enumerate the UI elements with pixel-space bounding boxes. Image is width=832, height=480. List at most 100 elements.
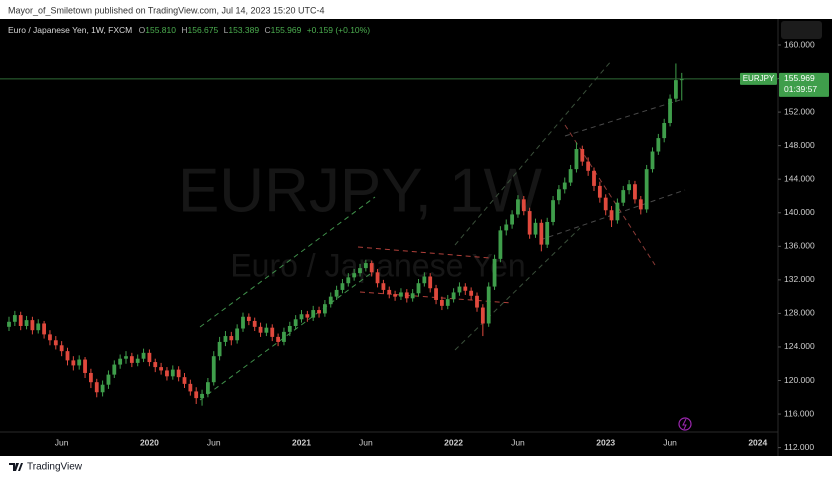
candle-body: [293, 319, 298, 326]
x-tick-label: Jun: [511, 437, 525, 447]
candle-body: [258, 326, 263, 333]
alert-icon[interactable]: [678, 417, 692, 431]
candle-body: [516, 199, 520, 215]
ohlc-key: L: [224, 25, 229, 35]
candle-body: [545, 221, 550, 245]
candle-body: [399, 292, 403, 297]
candle-body: [311, 310, 316, 318]
candle-body: [305, 314, 310, 318]
axis-button[interactable]: [781, 21, 822, 39]
x-tick-label: 2023: [596, 437, 615, 447]
x-tick-label: Jun: [55, 437, 69, 447]
candle-body: [656, 138, 661, 152]
candle-body: [422, 276, 427, 284]
candle-body: [153, 362, 158, 368]
candle-body: [668, 98, 672, 124]
x-tick-label: 2024: [748, 437, 767, 447]
y-tick-label: 128.000: [784, 308, 815, 318]
candle-body: [346, 277, 351, 284]
price-tag: [779, 72, 829, 97]
candle-body: [147, 352, 152, 363]
candle-body: [416, 283, 421, 294]
candle-body: [679, 78, 684, 81]
candle-body: [264, 327, 269, 333]
ohlc-key: H: [181, 25, 187, 35]
ohlc-key: O: [139, 25, 146, 35]
candle-body: [282, 331, 286, 342]
candle-body: [211, 356, 216, 383]
candle-body: [393, 294, 397, 297]
candle-body: [451, 292, 456, 300]
candle-body: [165, 370, 169, 377]
candle-body: [504, 224, 509, 231]
y-tick-label: 140.000: [784, 207, 815, 217]
candle-body: [633, 184, 637, 200]
y-tick-label: 148.000: [784, 140, 815, 150]
symbol-description: Euro / Japanese Yen, 1W, FXCM: [8, 25, 132, 35]
ohlc-value: 153.389: [228, 25, 259, 35]
footer-logo: TradingView: [9, 462, 83, 473]
candle-body: [627, 184, 631, 191]
candle-body: [323, 304, 327, 314]
candle-body: [65, 351, 70, 361]
candle-body: [206, 382, 210, 394]
x-tick-label: 2020: [140, 437, 159, 447]
candle-body: [557, 189, 561, 201]
candle-body: [24, 320, 29, 326]
trend-line: [199, 196, 376, 328]
candle-body: [135, 358, 140, 363]
candle-body: [159, 367, 163, 371]
candle-body: [498, 230, 503, 259]
candle-body: [53, 340, 58, 346]
y-tick-label: 144.000: [784, 173, 815, 183]
candle-body: [486, 286, 491, 324]
candle-body: [77, 359, 82, 366]
candle-body: [369, 263, 374, 273]
candle-body: [674, 80, 678, 99]
candle-body: [223, 336, 228, 342]
candle-body: [100, 384, 105, 393]
y-tick-label: 120.000: [784, 375, 815, 385]
y-tick-label: 160.000: [784, 39, 815, 49]
candle-body: [235, 328, 240, 341]
candle-body: [463, 286, 468, 291]
candle-body: [124, 356, 128, 359]
candle-body: [42, 323, 46, 335]
ohlc-value: 155.969: [271, 25, 302, 35]
ohlc-value: 156.675: [188, 25, 219, 35]
ohlc-legend: Euro / Japanese Yen, 1W, FXCM O155.810 H…: [8, 25, 370, 35]
candle-body: [229, 336, 234, 341]
y-tick-label: 132.000: [784, 274, 815, 284]
candle-body: [527, 211, 532, 235]
candle-body: [252, 320, 257, 327]
candle-body: [352, 273, 357, 278]
candle-body: [270, 327, 275, 337]
candle-body: [580, 149, 585, 162]
trend-line: [357, 246, 491, 259]
candle-body: [457, 286, 462, 293]
candle-body: [36, 323, 41, 331]
countdown-label: 01:39:57: [784, 84, 817, 94]
candle-body: [287, 325, 292, 332]
candle-body: [194, 391, 199, 399]
candle-body: [217, 341, 222, 357]
candle-body: [129, 356, 134, 363]
candle-body: [650, 151, 655, 170]
candle-body: [317, 310, 321, 314]
candle-body: [375, 272, 380, 284]
candle-body: [328, 296, 333, 305]
candle-body: [521, 199, 526, 212]
watermark-symbol: EURJPY, 1W: [178, 156, 543, 225]
candle-body: [539, 222, 544, 245]
candle-body: [334, 289, 339, 297]
candle-body: [381, 283, 386, 290]
candle-body: [597, 185, 602, 198]
x-tick-label: 2021: [292, 437, 311, 447]
candle-body: [475, 295, 479, 308]
candle-body: [89, 372, 93, 383]
y-tick-label: 124.000: [784, 341, 815, 351]
candle-body: [170, 369, 175, 377]
alert-icon-bolt: [682, 418, 687, 430]
